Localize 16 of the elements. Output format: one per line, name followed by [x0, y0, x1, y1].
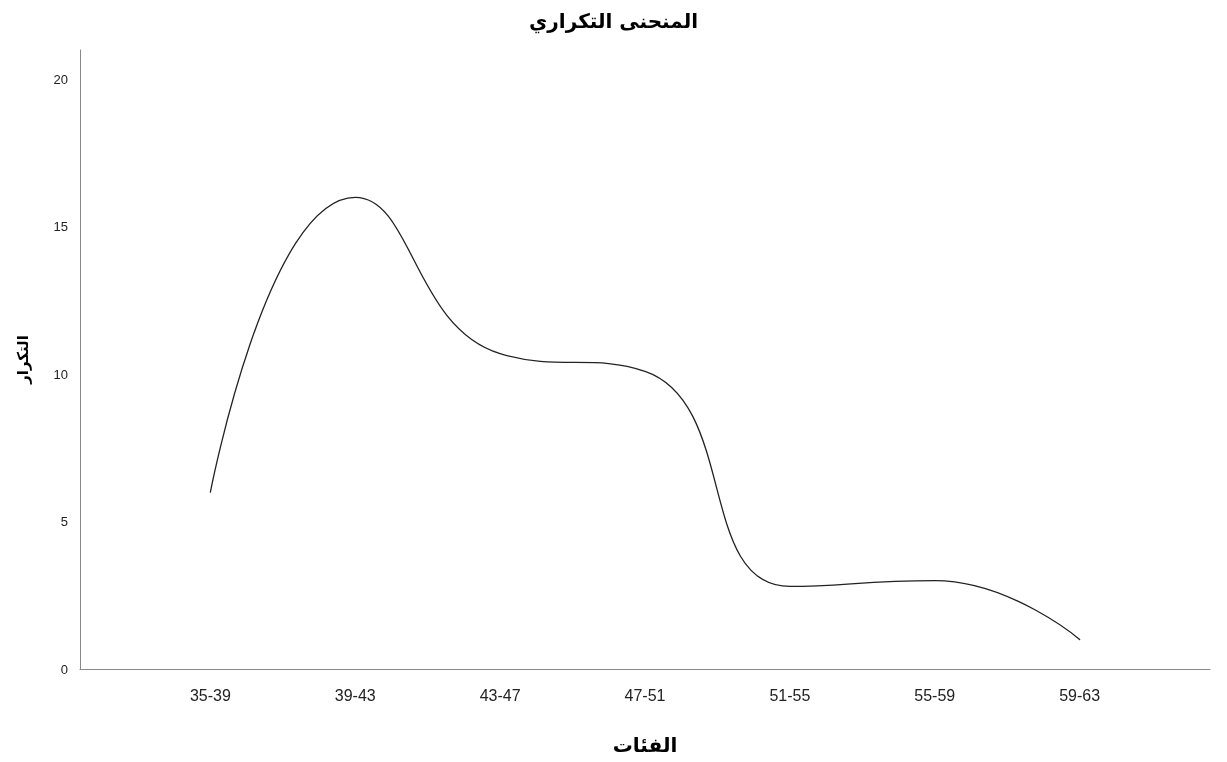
y-axis-title: التكرار: [13, 335, 32, 385]
y-tick-label: 20: [53, 71, 68, 87]
y-tick-label: 0: [60, 661, 68, 677]
chart-title: المنحنى التكراري: [528, 9, 699, 34]
x-tick-label: 51-55: [769, 686, 811, 704]
y-tick-label: 5: [60, 514, 68, 530]
x-tick-label: 59-63: [1059, 686, 1101, 704]
line-series: [209, 196, 1081, 641]
x-tick-label: 35-39: [189, 686, 231, 704]
x-tick-label: 39-43: [334, 686, 376, 704]
x-tick-label: 43-47: [479, 686, 521, 704]
x-tick-label: 55-59: [914, 686, 956, 704]
x-tick-label: 47-51: [624, 686, 666, 704]
y-tick-label: 15: [53, 219, 68, 235]
x-axis-title: الفئات: [612, 733, 678, 757]
y-tick-label: 10: [53, 366, 68, 382]
